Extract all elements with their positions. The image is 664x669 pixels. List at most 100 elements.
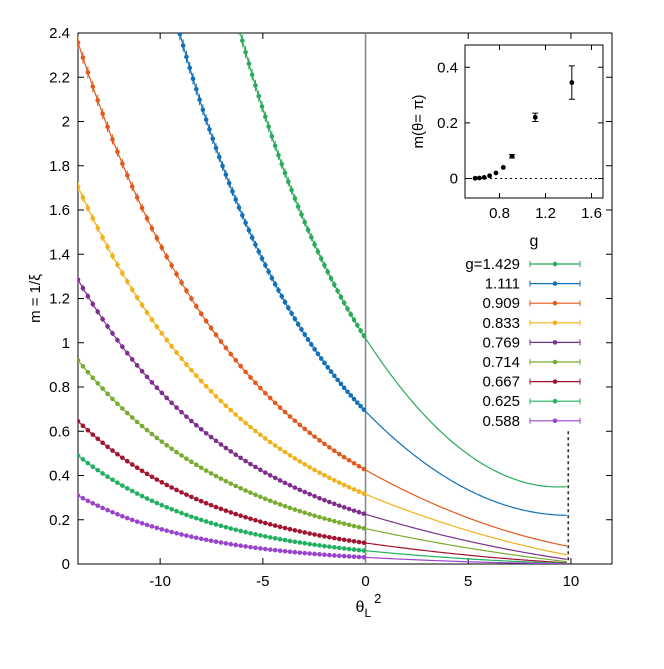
data-point [312,542,317,548]
data-point [309,234,314,240]
data-point [144,522,150,528]
data-point [312,242,317,247]
data-point [243,49,248,55]
data-point [129,357,135,362]
data-point [312,434,317,439]
data-point [198,465,204,471]
data-point [351,487,357,492]
data-point [258,533,263,538]
data-point [134,295,140,300]
legend-marker-4 [552,340,558,345]
data-point [208,520,214,526]
legend-label-0: g=1.429 [465,256,520,273]
data-point [305,337,311,342]
data-point [263,436,268,441]
data-point [312,467,317,473]
data-point [299,212,304,217]
data-point [318,256,324,261]
data-point [189,367,194,373]
data-point [110,396,115,402]
data-point [302,550,308,556]
data-point [248,424,253,430]
data-point [309,342,314,347]
data-point [282,480,288,486]
data-point [302,510,308,516]
data-point [198,311,204,317]
data-point [282,409,288,415]
data-point [332,535,337,541]
data-point [317,514,322,520]
data-point [351,461,357,466]
data-point [327,475,332,481]
data-point [169,446,174,452]
data-point [356,547,362,553]
data-point [327,544,332,550]
data-point [124,486,130,491]
data-point [189,296,194,301]
data-point [223,524,229,530]
data-point [139,521,145,526]
data-point [198,426,204,432]
data-point [198,536,204,542]
data-point [120,344,125,350]
data-point [105,507,110,513]
data-point [200,107,206,113]
data-point [134,195,140,200]
data-point [85,293,91,299]
data-point [277,405,283,410]
legend-label-5: 0.714 [482,354,520,371]
data-point [80,195,86,200]
data-point [289,311,294,316]
data-point [233,197,239,202]
data-point [312,532,317,537]
data-point [267,535,273,540]
data-point [194,535,199,541]
data-point [341,537,347,543]
data-point [230,189,235,194]
data-point [322,360,327,366]
data-point [253,517,258,523]
data-point [115,262,120,268]
data-point [149,524,155,529]
data-point [248,490,253,496]
data-point [267,473,273,478]
data-point [317,543,322,548]
data-point [105,244,110,250]
data-point [317,438,322,443]
data-point [292,316,298,322]
data-point [302,332,308,337]
data-point [325,269,331,275]
data-point [149,226,155,231]
data-point [272,536,278,541]
data-point [322,516,327,521]
legend: g=1.429 1.111 0.909 0.833 0.769 0.714 0.667 0.6… [465,256,581,430]
data-point [256,93,262,99]
data-point [233,511,239,517]
data-point [236,205,242,210]
data-point [246,61,252,66]
data-point [295,204,301,209]
data-point [249,235,255,240]
inset-point-0 [472,175,478,181]
inset-x-tick-label: 1.2 [535,205,556,222]
data-point [286,179,291,184]
data-point [194,496,199,502]
data-point [287,453,293,458]
data-point [78,40,81,45]
data-point [159,439,165,444]
data-point [189,514,194,519]
data-point [351,547,357,552]
data-point [144,471,150,477]
data-point [302,541,308,546]
data-point [348,393,354,398]
data-point [322,262,327,268]
series-points-0 [238,33,367,339]
data-point [277,502,283,507]
data-point [327,445,332,450]
data-point [302,530,308,535]
data-point [322,543,327,549]
data-point [299,327,304,332]
data-point [218,442,224,447]
data-point [253,492,258,498]
data-point [208,538,214,544]
